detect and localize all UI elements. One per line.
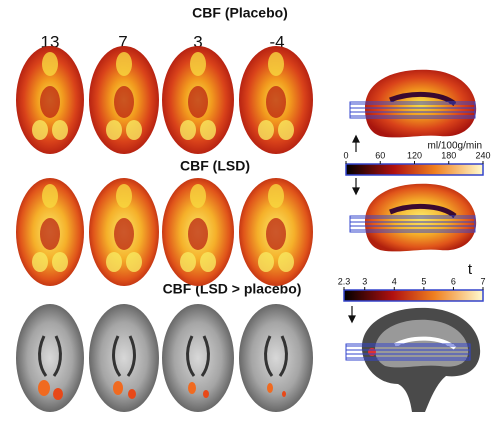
brain-feature bbox=[180, 252, 196, 272]
colorbar-tick-label: 4 bbox=[392, 276, 397, 286]
colorbar-tick-label: 180 bbox=[441, 150, 456, 160]
brain-feature bbox=[268, 52, 284, 76]
brain-outline bbox=[162, 304, 234, 412]
brain-feature bbox=[52, 120, 68, 140]
brain-slice bbox=[162, 46, 234, 154]
panel-title: CBF (Placebo) bbox=[192, 5, 288, 21]
colorbar-tick-label: 120 bbox=[407, 150, 422, 160]
brain-feature bbox=[278, 120, 294, 140]
arrows bbox=[348, 134, 360, 324]
brain-images bbox=[16, 46, 313, 412]
activation bbox=[188, 382, 196, 394]
brain-feature bbox=[116, 184, 132, 208]
brain-outline bbox=[239, 304, 313, 412]
brain-feature bbox=[52, 252, 68, 272]
activation bbox=[113, 381, 123, 395]
brain-feature bbox=[114, 218, 134, 250]
activation bbox=[267, 383, 273, 393]
brain-feature bbox=[258, 120, 274, 140]
activation bbox=[38, 380, 50, 396]
activation bbox=[53, 388, 63, 400]
brain-feature bbox=[264, 335, 288, 377]
brain-feature bbox=[268, 184, 284, 208]
colorbar-tick-label: 7 bbox=[480, 276, 485, 286]
brain-feature bbox=[114, 86, 134, 118]
brain-slice bbox=[16, 46, 84, 154]
colorbar-tick-label: 0 bbox=[343, 150, 348, 160]
brain-feature bbox=[200, 252, 216, 272]
brain-slice bbox=[239, 46, 313, 154]
t-colorbar bbox=[343, 289, 484, 302]
brain-feature bbox=[42, 184, 58, 208]
activation bbox=[282, 391, 286, 397]
colorbar-tick-label: 6 bbox=[451, 276, 456, 286]
colorbar-tick-label: 240 bbox=[475, 150, 490, 160]
panel-title: CBF (LSD) bbox=[180, 158, 250, 174]
brain-feature bbox=[40, 86, 60, 118]
brain-slice bbox=[162, 304, 234, 412]
brain-slice bbox=[16, 178, 84, 286]
brain-slice bbox=[89, 46, 159, 154]
brain-slice bbox=[239, 304, 313, 412]
brain-feature bbox=[106, 252, 122, 272]
brain-feature bbox=[126, 252, 142, 272]
slice-label: 3 bbox=[193, 32, 202, 51]
colorbar-unit: ml/100g/min bbox=[428, 141, 482, 152]
brain-feature bbox=[32, 120, 48, 140]
brain-feature bbox=[266, 86, 286, 118]
colorbar-tick-label: 3 bbox=[362, 276, 367, 286]
brain-feature bbox=[32, 252, 48, 272]
brain-feature bbox=[112, 335, 136, 377]
colorbar-tick-label: 60 bbox=[375, 150, 385, 160]
brain-feature bbox=[38, 335, 62, 377]
colorbar-label: t bbox=[468, 261, 473, 278]
colorbar-tick-label: 5 bbox=[421, 276, 426, 286]
brain-feature bbox=[188, 86, 208, 118]
activation bbox=[203, 390, 209, 398]
brain-feature bbox=[188, 218, 208, 250]
brain-feature bbox=[42, 52, 58, 76]
brain-feature bbox=[266, 218, 286, 250]
brain-slice bbox=[16, 304, 84, 412]
brain-feature bbox=[258, 252, 274, 272]
brain-outline bbox=[16, 304, 84, 412]
brain-feature bbox=[200, 120, 216, 140]
activation bbox=[128, 389, 136, 399]
colorbar-tick-label: 2.3 bbox=[338, 276, 351, 286]
brain-feature bbox=[40, 218, 60, 250]
brain-slice bbox=[239, 178, 313, 286]
brain-slice bbox=[89, 178, 159, 286]
brain-outline bbox=[89, 304, 159, 412]
brain-feature bbox=[116, 52, 132, 76]
sagittal-lsd bbox=[349, 183, 477, 252]
sagittal-anatomy bbox=[345, 307, 481, 412]
slice-label: 7 bbox=[118, 32, 127, 51]
brain-feature bbox=[126, 120, 142, 140]
brain-feature bbox=[180, 120, 196, 140]
brain-feature bbox=[190, 52, 206, 76]
brain-feature bbox=[186, 335, 210, 377]
brain-slice bbox=[89, 304, 159, 412]
sagittal-lsd-placebo bbox=[349, 69, 477, 138]
brain-slice bbox=[162, 178, 234, 286]
cbf-colorbar bbox=[345, 163, 484, 176]
brain-feature bbox=[278, 252, 294, 272]
colorbar-ticks: 0 60 120 180 240 2.3 3 4 5 6 7 bbox=[338, 150, 491, 290]
brain-feature bbox=[106, 120, 122, 140]
brain-feature bbox=[190, 184, 206, 208]
